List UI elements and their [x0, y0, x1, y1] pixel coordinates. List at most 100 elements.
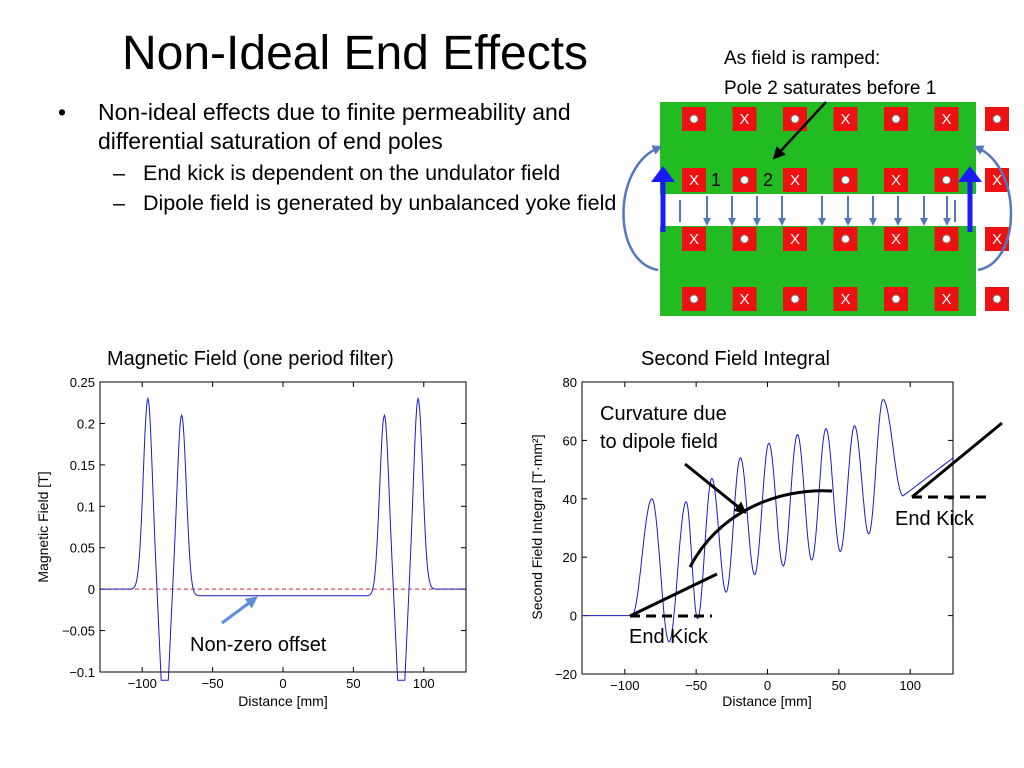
y-tick-label: −0.1: [69, 665, 95, 680]
bullet-item: • Non-ideal effects due to finite permea…: [58, 98, 638, 156]
current-in-x-icon: X: [739, 111, 749, 128]
magnetic-field-chart: −100 −50 0 50 100 −0.1 −0.05 0 0.05 0.1 0.15 0.2 0.2…: [35, 375, 467, 709]
pole-block: [884, 227, 908, 251]
end-kick-label-left: End Kick: [629, 626, 708, 648]
x-tick-label: 0: [279, 676, 286, 691]
current-in-x-icon: X: [739, 291, 749, 308]
current-in-x-icon: X: [941, 111, 951, 128]
current-out-dot-icon: [790, 114, 800, 124]
pole-label-1: 1: [711, 170, 721, 190]
current-out-dot-icon: [841, 234, 850, 244]
pole-block: [833, 107, 858, 131]
x-tick-label: 50: [832, 678, 846, 693]
x-axis-label: Distance [mm]: [238, 693, 327, 709]
current-in-x-icon: X: [891, 231, 901, 248]
sub-bullet-text: End kick is dependent on the undulator f…: [143, 161, 561, 185]
pole-block: [682, 168, 706, 192]
current-in-x-icon: X: [790, 231, 800, 248]
y-tick-label: 20: [563, 550, 577, 565]
current-in-x-icon: X: [941, 291, 951, 308]
x-tick-label: −100: [128, 676, 157, 691]
pole-block: [884, 168, 908, 192]
current-out-dot-icon: [689, 114, 699, 124]
y-tick-label: 0.25: [70, 375, 95, 390]
y-tick-label: −20: [555, 667, 577, 682]
gap-flux-arrows: [679, 196, 956, 226]
end-kick-slope-left: [629, 572, 718, 618]
current-in-x-icon: X: [689, 172, 699, 189]
pole-block: [732, 287, 757, 311]
current-out-dot-icon: [841, 175, 850, 185]
bullet-text: Non-ideal effects due to finite permeabi…: [98, 99, 571, 154]
axes: −100 −50 0 50 100 −0.1 −0.05 0 0.05 0.1 0.15 0.2 0.2…: [62, 375, 466, 691]
current-out-dot-icon: [992, 294, 1002, 304]
offset-pointer-arrow: [221, 596, 258, 625]
x-tick-label: −50: [202, 676, 224, 691]
current-out-dot-icon: [891, 114, 901, 124]
y-tick-label: 40: [563, 492, 577, 507]
y-tick-label: 60: [563, 433, 577, 448]
end-kick-label-right: End Kick: [895, 508, 974, 530]
current-in-x-icon: X: [840, 111, 850, 128]
y-axis-label: Second Field Integral [T·mm²]: [529, 434, 545, 619]
pole-block: [732, 107, 757, 131]
curvature-label-line: to dipole field: [600, 431, 718, 453]
curvature-label-line: Curvature due: [600, 403, 727, 425]
left-flux-loop: [622, 145, 663, 272]
series-line: [582, 398, 954, 643]
current-in-x-icon: X: [840, 291, 850, 308]
current-out-dot-icon: [942, 175, 951, 185]
right-flux-loop: [973, 145, 1013, 272]
dash-glyph: –: [113, 161, 125, 185]
pole-block: [934, 287, 959, 311]
series-line: [100, 396, 466, 681]
ramp-note-line: Pole 2 saturates before 1: [724, 78, 937, 99]
y-tick-label: −0.05: [62, 624, 95, 639]
end-field-arrowhead-left: [651, 166, 675, 182]
curvature-label: Curvature due to dipole field: [600, 400, 727, 456]
y-tick-label: 0.1: [77, 499, 95, 514]
non-zero-offset-label: Non-zero offset: [190, 634, 327, 656]
x-tick-label: 0: [764, 678, 771, 693]
current-out-dot-icon: [689, 294, 699, 304]
current-in-x-icon: X: [689, 231, 699, 248]
sub-bullet-item: – End kick is dependent on the undulator…: [58, 160, 638, 186]
pole-rows: XXXXXXXXXXXXXXXX: [682, 107, 1009, 311]
sub-bullet-item: – Dipole field is generated by unbalance…: [58, 190, 638, 216]
current-in-x-icon: X: [891, 172, 901, 189]
pole-block: [783, 168, 807, 192]
current-out-dot-icon: [992, 114, 1002, 124]
y-axis-label-text: Second Field Integral [T·mm²]: [529, 434, 545, 619]
chart-title: Magnetic Field (one period filter): [107, 348, 394, 370]
current-out-dot-icon: [740, 234, 749, 244]
magnet-diagram: XXXXXXXXXXXXXXXX 1 2: [622, 101, 1013, 316]
pole-block: [833, 287, 858, 311]
bullet-glyph: •: [58, 99, 67, 125]
pole-block: [682, 227, 706, 251]
upper-yoke: [660, 102, 976, 194]
current-out-dot-icon: [740, 175, 749, 185]
y-tick-label: 80: [563, 375, 577, 390]
y-tick-label: 0.05: [70, 541, 95, 556]
y-tick-label: 0.15: [70, 458, 95, 473]
x-tick-label: 100: [413, 676, 435, 691]
sub-bullet-text: Dipole field is generated by unbalanced …: [143, 191, 617, 215]
x-tick-label: −50: [685, 678, 707, 693]
current-in-x-icon: X: [992, 172, 1002, 189]
pole-block: [934, 107, 959, 131]
x-tick-label: 100: [899, 678, 921, 693]
pole-block: [783, 227, 807, 251]
y-tick-label: 0: [570, 609, 577, 624]
current-out-dot-icon: [891, 294, 901, 304]
current-out-dot-icon: [942, 234, 951, 244]
ramp-note: As field is ramped: Pole 2 saturates bef…: [724, 44, 936, 104]
x-tick-label: −100: [610, 678, 639, 693]
y-axis-label: Magnetic Field [T]: [35, 471, 51, 582]
y-tick-label: 0.2: [77, 416, 95, 431]
dash-glyph: –: [113, 191, 125, 215]
end-kick-slope-right: [911, 421, 1003, 499]
saturation-pointer-arrow: [772, 101, 827, 160]
end-field-arrowhead-right: [958, 166, 982, 182]
plot-frame: [99, 381, 467, 673]
